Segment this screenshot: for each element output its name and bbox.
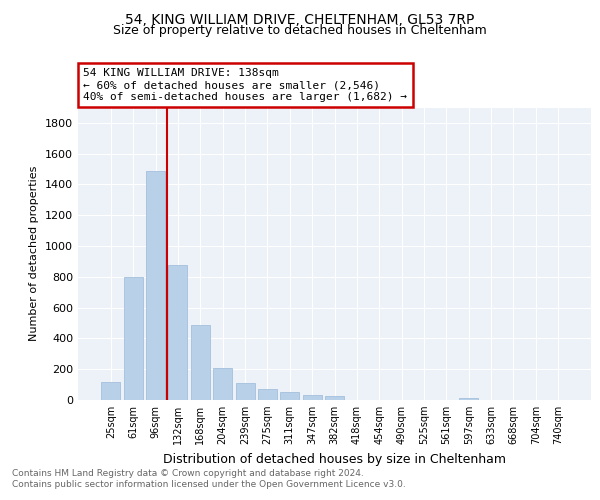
Text: Contains HM Land Registry data © Crown copyright and database right 2024.: Contains HM Land Registry data © Crown c…: [12, 468, 364, 477]
Text: Size of property relative to detached houses in Cheltenham: Size of property relative to detached ho…: [113, 24, 487, 37]
Bar: [213, 368, 232, 400]
Bar: [325, 396, 344, 400]
Y-axis label: Number of detached properties: Number of detached properties: [29, 166, 40, 342]
Bar: [459, 398, 478, 400]
Bar: [280, 392, 299, 400]
Bar: [191, 324, 210, 400]
Bar: [236, 384, 254, 400]
Bar: [124, 277, 143, 400]
Bar: [101, 382, 121, 400]
Text: 54 KING WILLIAM DRIVE: 138sqm
← 60% of detached houses are smaller (2,546)
40% o: 54 KING WILLIAM DRIVE: 138sqm ← 60% of d…: [83, 68, 407, 102]
Bar: [146, 170, 165, 400]
Text: Contains public sector information licensed under the Open Government Licence v3: Contains public sector information licen…: [12, 480, 406, 489]
Bar: [302, 394, 322, 400]
Text: 54, KING WILLIAM DRIVE, CHELTENHAM, GL53 7RP: 54, KING WILLIAM DRIVE, CHELTENHAM, GL53…: [125, 12, 475, 26]
Bar: [169, 264, 187, 400]
X-axis label: Distribution of detached houses by size in Cheltenham: Distribution of detached houses by size …: [163, 452, 506, 466]
Bar: [258, 389, 277, 400]
